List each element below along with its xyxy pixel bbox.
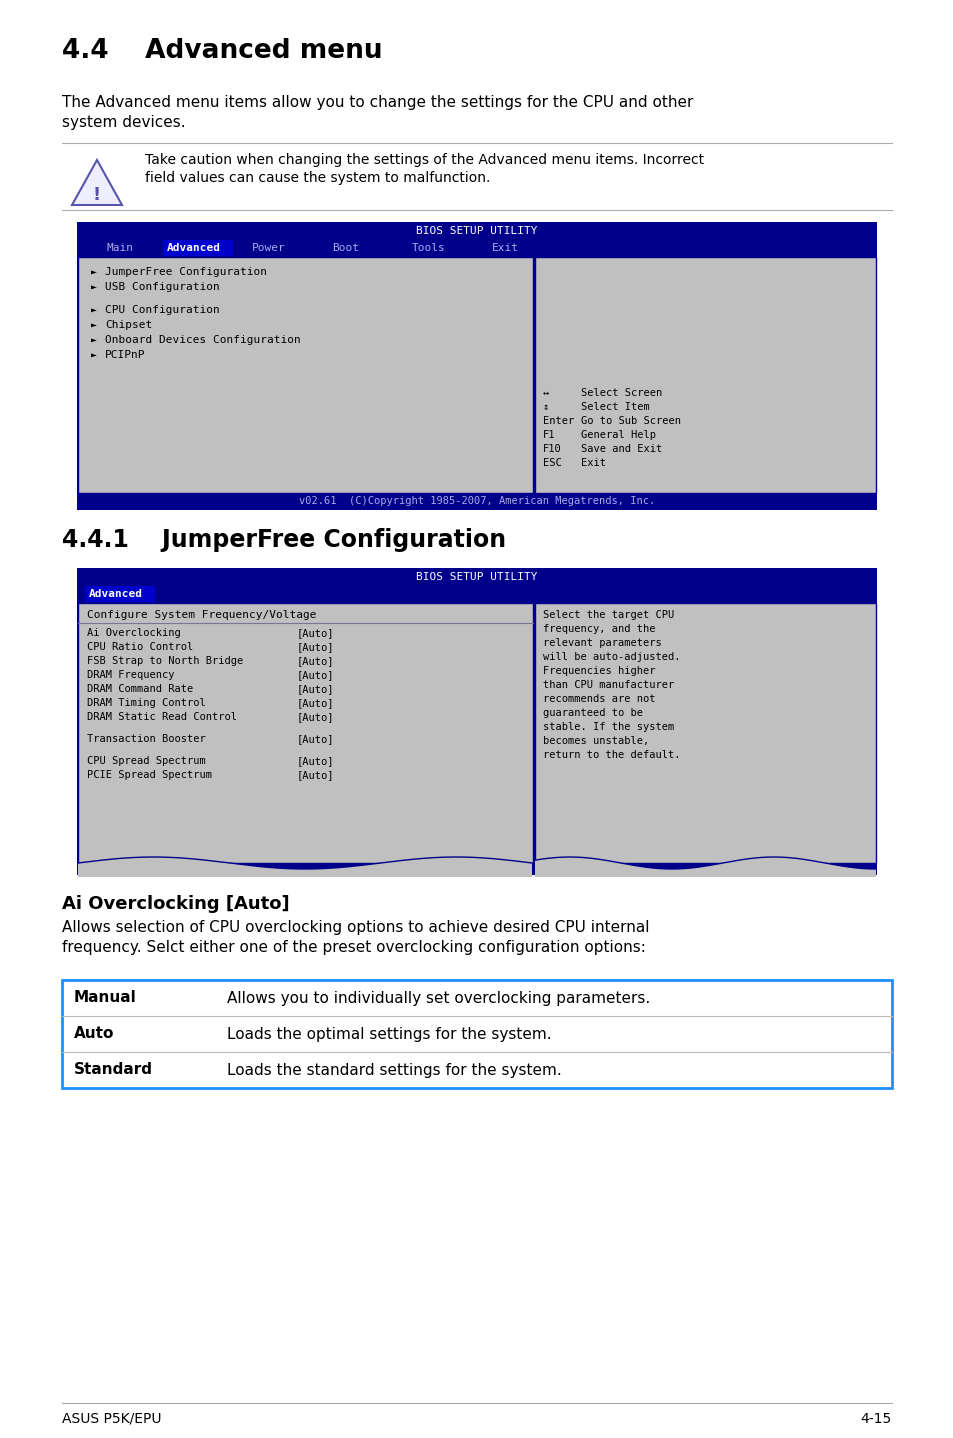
FancyBboxPatch shape (78, 603, 533, 863)
Polygon shape (78, 857, 532, 877)
Text: CPU Configuration: CPU Configuration (105, 305, 219, 315)
Text: Exit: Exit (580, 457, 605, 467)
FancyBboxPatch shape (77, 585, 876, 603)
Text: Transaction Booster: Transaction Booster (87, 733, 206, 743)
Text: Frequencies higher: Frequencies higher (542, 666, 655, 676)
Text: will be auto-adjusted.: will be auto-adjusted. (542, 651, 679, 661)
Text: recommends are not: recommends are not (542, 695, 655, 705)
Text: ↔: ↔ (542, 388, 549, 398)
Text: 4.4.1    JumperFree Configuration: 4.4.1 JumperFree Configuration (62, 528, 506, 552)
FancyBboxPatch shape (535, 603, 875, 863)
Text: [Auto]: [Auto] (296, 712, 335, 722)
FancyBboxPatch shape (77, 493, 876, 510)
FancyBboxPatch shape (77, 239, 876, 257)
Text: Manual: Manual (74, 991, 136, 1005)
Text: ►: ► (91, 321, 97, 329)
Text: Allows you to individually set overclocking parameters.: Allows you to individually set overclock… (227, 991, 650, 1005)
Text: [Auto]: [Auto] (296, 684, 335, 695)
FancyBboxPatch shape (77, 568, 876, 585)
Text: [Auto]: [Auto] (296, 697, 335, 707)
Text: DRAM Timing Control: DRAM Timing Control (87, 697, 206, 707)
Text: F1: F1 (542, 430, 555, 440)
Text: Select Item: Select Item (580, 403, 649, 413)
Text: FSB Strap to North Bridge: FSB Strap to North Bridge (87, 656, 243, 666)
Text: [Auto]: [Auto] (296, 628, 335, 638)
Text: Select the target CPU: Select the target CPU (542, 610, 674, 620)
Text: DRAM Static Read Control: DRAM Static Read Control (87, 712, 236, 722)
Text: [Auto]: [Auto] (296, 733, 335, 743)
Text: Enter: Enter (542, 416, 574, 426)
Text: F10: F10 (542, 444, 561, 454)
Text: return to the default.: return to the default. (542, 751, 679, 761)
Text: Go to Sub Screen: Go to Sub Screen (580, 416, 680, 426)
FancyBboxPatch shape (77, 221, 876, 510)
Text: 4-15: 4-15 (860, 1412, 891, 1426)
Text: ASUS P5K/EPU: ASUS P5K/EPU (62, 1412, 161, 1426)
Text: BIOS SETUP UTILITY: BIOS SETUP UTILITY (416, 571, 537, 581)
Polygon shape (71, 160, 122, 206)
Text: USB Configuration: USB Configuration (105, 282, 219, 292)
Text: Tools: Tools (412, 243, 445, 253)
Text: Loads the optimal settings for the system.: Loads the optimal settings for the syste… (227, 1027, 551, 1041)
Text: relevant parameters: relevant parameters (542, 638, 661, 649)
Polygon shape (535, 857, 875, 877)
Text: 4.4    Advanced menu: 4.4 Advanced menu (62, 37, 382, 65)
Text: DRAM Frequency: DRAM Frequency (87, 670, 174, 680)
Text: PCIE Spread Spectrum: PCIE Spread Spectrum (87, 769, 212, 779)
Text: ►: ► (91, 267, 97, 278)
Text: ►: ► (91, 349, 97, 360)
Text: ►: ► (91, 282, 97, 292)
Text: ►: ► (91, 305, 97, 315)
Text: Take caution when changing the settings of the Advanced menu items. Incorrect
fi: Take caution when changing the settings … (145, 152, 703, 186)
Text: Select Screen: Select Screen (580, 388, 661, 398)
Text: CPU Spread Spectrum: CPU Spread Spectrum (87, 756, 206, 766)
Text: !: ! (92, 186, 101, 204)
Text: Exit: Exit (492, 243, 518, 253)
Text: Auto: Auto (74, 1027, 114, 1041)
Text: stable. If the system: stable. If the system (542, 722, 674, 732)
FancyBboxPatch shape (77, 221, 876, 239)
FancyBboxPatch shape (163, 240, 233, 256)
Text: [Auto]: [Auto] (296, 656, 335, 666)
Text: Chipset: Chipset (105, 321, 152, 329)
Text: General Help: General Help (580, 430, 656, 440)
Text: [Auto]: [Auto] (296, 769, 335, 779)
Text: [Auto]: [Auto] (296, 756, 335, 766)
Text: JumperFree Configuration: JumperFree Configuration (105, 267, 267, 278)
Text: Advanced: Advanced (167, 243, 221, 253)
Text: Save and Exit: Save and Exit (580, 444, 661, 454)
Text: Ai Overclocking: Ai Overclocking (87, 628, 180, 638)
Text: ESC: ESC (542, 457, 561, 467)
Text: DRAM Command Rate: DRAM Command Rate (87, 684, 193, 695)
Text: ►: ► (91, 335, 97, 345)
FancyBboxPatch shape (85, 587, 154, 603)
FancyBboxPatch shape (77, 568, 876, 874)
FancyBboxPatch shape (78, 257, 533, 493)
Text: Onboard Devices Configuration: Onboard Devices Configuration (105, 335, 300, 345)
Text: Power: Power (252, 243, 286, 253)
FancyBboxPatch shape (535, 257, 875, 493)
Text: Allows selection of CPU overclocking options to achieve desired CPU internal
fre: Allows selection of CPU overclocking opt… (62, 920, 649, 955)
FancyBboxPatch shape (62, 981, 891, 1089)
Text: becomes unstable,: becomes unstable, (542, 736, 649, 746)
Text: ↕: ↕ (542, 403, 549, 413)
Text: [Auto]: [Auto] (296, 670, 335, 680)
Text: PCIPnP: PCIPnP (105, 349, 146, 360)
Text: Boot: Boot (332, 243, 358, 253)
Text: Loads the standard settings for the system.: Loads the standard settings for the syst… (227, 1063, 561, 1077)
Text: The Advanced menu items allow you to change the settings for the CPU and other
s: The Advanced menu items allow you to cha… (62, 95, 693, 129)
Text: guaranteed to be: guaranteed to be (542, 707, 642, 718)
Text: BIOS SETUP UTILITY: BIOS SETUP UTILITY (416, 226, 537, 236)
Text: Main: Main (107, 243, 133, 253)
Text: Advanced: Advanced (89, 590, 143, 600)
Text: [Auto]: [Auto] (296, 641, 335, 651)
Text: CPU Ratio Control: CPU Ratio Control (87, 641, 193, 651)
Text: v02.61  (C)Copyright 1985-2007, American Megatrends, Inc.: v02.61 (C)Copyright 1985-2007, American … (298, 496, 655, 506)
Text: frequency, and the: frequency, and the (542, 624, 655, 634)
Text: Ai Overclocking [Auto]: Ai Overclocking [Auto] (62, 894, 290, 913)
Text: Configure System Frequency/Voltage: Configure System Frequency/Voltage (87, 610, 316, 620)
Text: than CPU manufacturer: than CPU manufacturer (542, 680, 674, 690)
Text: Standard: Standard (74, 1063, 152, 1077)
